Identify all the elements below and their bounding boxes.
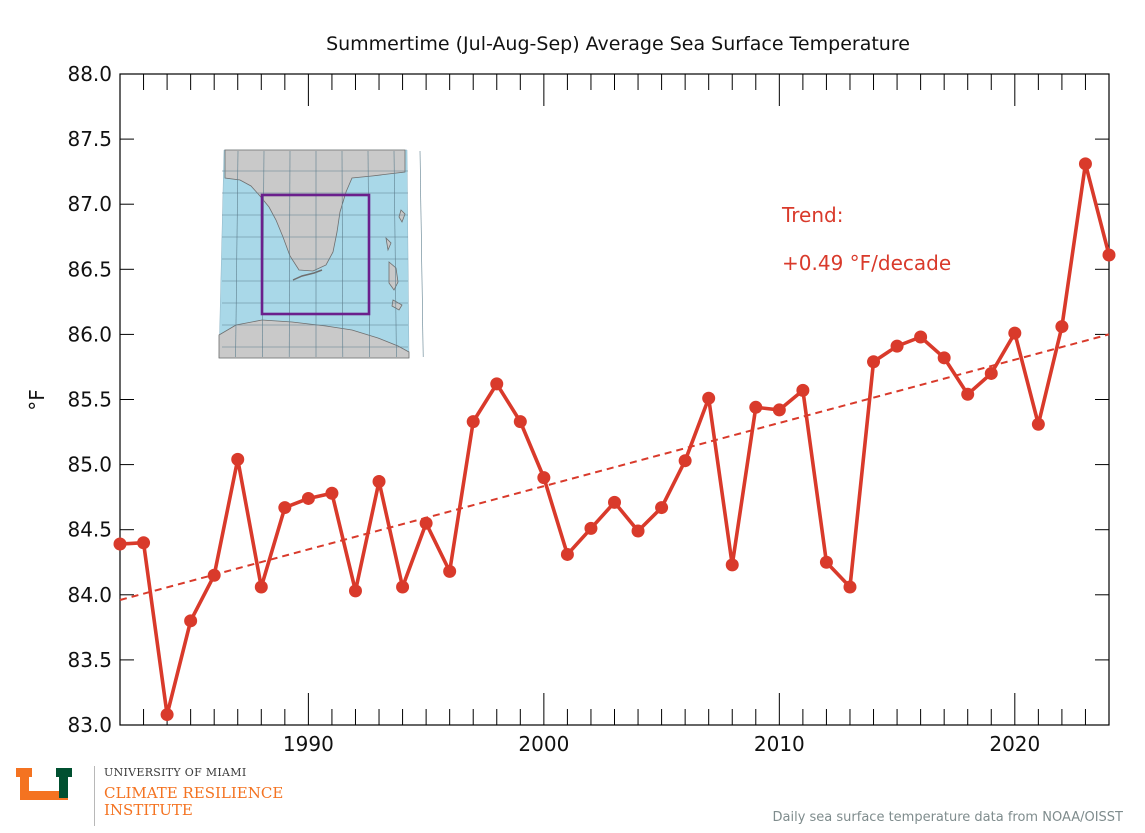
data-point [396,580,410,594]
data-point [678,454,692,468]
data-point [443,564,457,578]
y-tick-label: 83.0 [67,713,112,737]
data-point [254,580,268,594]
data-point [160,708,174,722]
y-tick-label: 86.0 [67,322,112,346]
data-point [702,391,716,405]
data-point [1031,417,1045,431]
data-point [231,452,245,466]
u-logo-icon [16,768,72,800]
institute-name-line2: INSTITUTE [104,801,193,819]
logo-divider [94,766,95,826]
y-tick-label: 86.5 [67,257,112,281]
university-logo: UNIVERSITY OF MIAMI CLIMATE RESILIENCE I… [16,764,306,828]
data-source-note: Daily sea surface temperature data from … [772,810,1124,825]
data-point [725,558,739,572]
region-map-inset [218,149,424,359]
data-point [631,524,645,538]
y-tick-label: 83.5 [67,648,112,672]
data-point [466,415,480,429]
data-point [843,580,857,594]
data-point [490,377,504,391]
florida-keys [292,269,323,281]
data-point [137,536,151,550]
y-tick-label: 85.0 [67,453,112,477]
graticule-line [341,150,344,358]
data-point [560,547,574,561]
data-point [984,366,998,380]
florida-landmass [224,149,406,272]
x-tick-label: 2010 [754,732,805,756]
y-tick-label: 84.5 [67,518,112,542]
data-point [749,400,763,414]
university-name: UNIVERSITY OF MIAMI [104,766,247,779]
data-point [278,501,292,515]
region-box [260,193,371,316]
data-point [584,521,598,535]
y-tick-label: 88.0 [67,62,112,86]
data-point [655,501,669,515]
data-point [914,330,928,344]
institute-name-line1: CLIMATE RESILIENCE [104,784,284,802]
data-point [1055,320,1069,334]
graticule-line [419,150,424,358]
trend-line [119,333,1110,601]
data-point [890,339,904,353]
graticule-line [393,150,397,358]
data-point [1078,157,1092,171]
bahamas-islands [385,209,406,311]
data-point [937,351,951,365]
y-tick-label: 85.5 [67,388,112,412]
data-point [608,495,621,509]
x-tick-label: 2000 [518,732,569,756]
data-point [372,475,386,489]
data-point [1102,248,1116,262]
chart-title: Summertime (Jul-Aug-Sep) Average Sea Sur… [326,33,910,55]
y-tick-label: 87.5 [67,127,112,151]
y-tick-label: 87.0 [67,192,112,216]
x-tick-label: 1990 [283,732,334,756]
data-point [325,486,339,500]
graticule-line [288,150,291,358]
data-point [819,555,833,569]
graticule-line [235,150,239,358]
data-point [772,403,786,417]
data-point [961,387,975,401]
x-tick-label: 2020 [989,732,1040,756]
data-point [301,491,315,505]
data-point [1008,326,1022,340]
plot-area: 83.0 83.5 84.0 84.5 85.0 85.5 86.0 86.5 87.0 87.5… [67,62,1116,756]
data-point [419,516,433,530]
y-axis-label: °F [25,389,49,411]
data-point [796,383,810,397]
data-point [537,471,551,485]
y-tick-label: 84.0 [67,583,112,607]
data-point [513,415,527,429]
cuba-landmass [218,319,410,359]
data-point [348,584,362,598]
map-graticule [222,150,424,358]
data-point [867,355,881,369]
data-point [184,614,198,628]
trend-value: +0.49 °F/decade [782,251,951,275]
data-point [207,568,221,582]
data-point [113,537,127,551]
trend-label: Trend: [781,203,843,227]
